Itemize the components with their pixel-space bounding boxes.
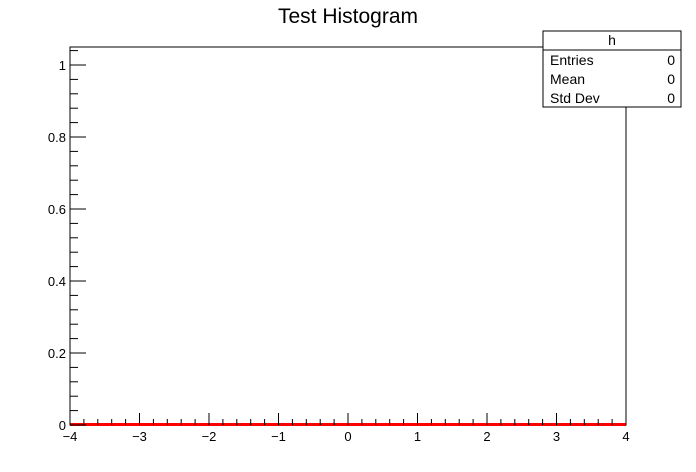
- y-tick-label: 0: [59, 418, 66, 433]
- y-tick-label: 0.8: [48, 130, 66, 145]
- stats-entries-value: 0: [667, 52, 675, 68]
- y-axis: 0 0.2 0.4 0.6 0.8 1: [48, 50, 86, 433]
- y-tick-label: 0.2: [48, 346, 66, 361]
- x-tick-label: 0: [344, 429, 351, 444]
- x-tick-label: 4: [622, 429, 629, 444]
- y-tick-label: 0.4: [48, 274, 66, 289]
- stats-mean-value: 0: [667, 71, 675, 87]
- x-axis: −4 −3 −2 −1 0 1 2 3 4: [63, 413, 630, 444]
- x-tick-label: −3: [132, 429, 147, 444]
- x-tick-label: 3: [553, 429, 560, 444]
- stats-stddev-value: 0: [667, 90, 675, 106]
- x-tick-label: 1: [414, 429, 421, 444]
- stats-box-name: h: [608, 32, 616, 48]
- stats-entries-label: Entries: [550, 52, 594, 68]
- x-tick-label: −1: [271, 429, 286, 444]
- x-tick-label: −4: [63, 429, 78, 444]
- stats-mean-label: Mean: [550, 71, 585, 87]
- stats-box: h Entries 0 Mean 0 Std Dev 0: [542, 30, 682, 108]
- x-tick-label: 2: [483, 429, 490, 444]
- x-tick-label: −2: [202, 429, 217, 444]
- y-tick-label: 0.6: [48, 202, 66, 217]
- stats-stddev-label: Std Dev: [550, 90, 600, 106]
- chart-title: Test Histogram: [278, 5, 418, 28]
- y-tick-label: 1: [59, 58, 66, 73]
- stats-box-frame: [542, 30, 682, 108]
